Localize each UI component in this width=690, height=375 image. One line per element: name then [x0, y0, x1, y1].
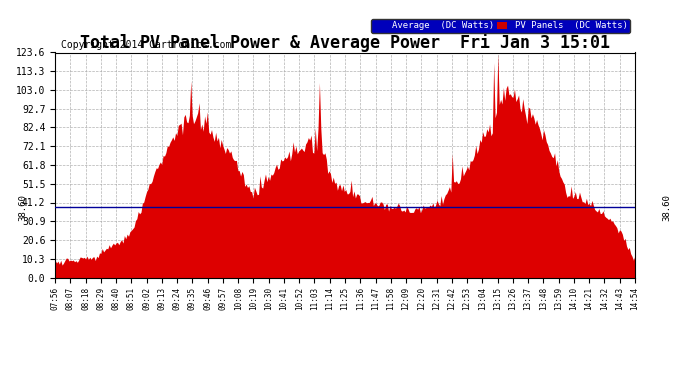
Legend: Average  (DC Watts), PV Panels  (DC Watts): Average (DC Watts), PV Panels (DC Watts) — [371, 19, 630, 33]
Text: 38.60: 38.60 — [19, 194, 28, 220]
Title: Total PV Panel Power & Average Power  Fri Jan 3 15:01: Total PV Panel Power & Average Power Fri… — [80, 33, 610, 53]
Text: 38.60: 38.60 — [662, 194, 671, 220]
Text: Copyright 2014 Cartronics.com: Copyright 2014 Cartronics.com — [61, 40, 231, 50]
